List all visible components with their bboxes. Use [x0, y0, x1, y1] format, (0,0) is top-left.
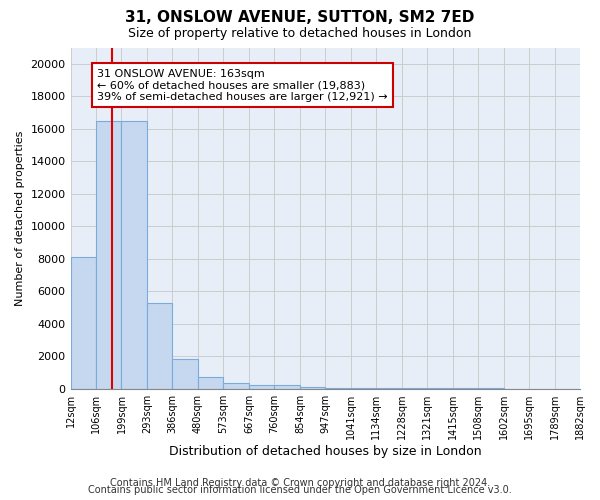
- Text: Contains HM Land Registry data © Crown copyright and database right 2024.: Contains HM Land Registry data © Crown c…: [110, 478, 490, 488]
- Text: 31 ONSLOW AVENUE: 163sqm
← 60% of detached houses are smaller (19,883)
39% of se: 31 ONSLOW AVENUE: 163sqm ← 60% of detach…: [97, 68, 388, 102]
- Bar: [71, 257, 96, 388]
- Bar: [172, 360, 198, 388]
- Text: 31, ONSLOW AVENUE, SUTTON, SM2 7ED: 31, ONSLOW AVENUE, SUTTON, SM2 7ED: [125, 10, 475, 25]
- Bar: [223, 383, 249, 388]
- Bar: [147, 302, 172, 388]
- Bar: [300, 387, 325, 388]
- Text: Size of property relative to detached houses in London: Size of property relative to detached ho…: [128, 28, 472, 40]
- Text: Contains public sector information licensed under the Open Government Licence v3: Contains public sector information licen…: [88, 485, 512, 495]
- Bar: [121, 120, 147, 388]
- Bar: [274, 386, 300, 388]
- Bar: [249, 384, 274, 388]
- Y-axis label: Number of detached properties: Number of detached properties: [15, 130, 25, 306]
- X-axis label: Distribution of detached houses by size in London: Distribution of detached houses by size …: [169, 444, 482, 458]
- Bar: [198, 377, 223, 388]
- Bar: [96, 120, 121, 388]
